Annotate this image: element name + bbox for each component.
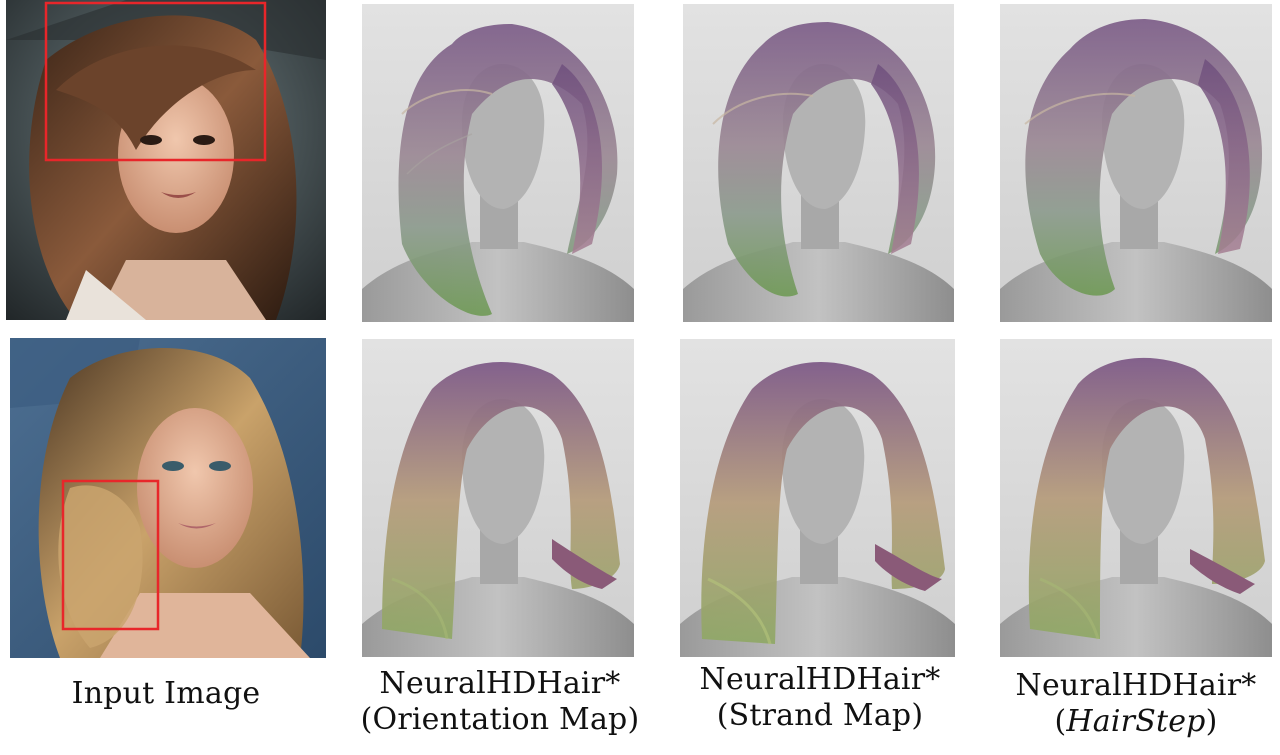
caption-strand-map: NeuralHDHair* (Strand Map): [680, 662, 960, 734]
caption-hairstep: NeuralHDHair* (HairStep): [1000, 668, 1272, 740]
render-strand-row-2: [680, 339, 955, 657]
caption-line: Input Image: [71, 676, 261, 711]
caption-line: NeuralHDHair*: [699, 662, 941, 697]
paren-open: (: [1054, 704, 1067, 739]
input-photo-row-2: [10, 338, 326, 658]
render-orientation-row-2: [362, 339, 634, 657]
hairstep-italic: HairStep: [1066, 704, 1206, 739]
crop-box: [44, 1, 267, 162]
caption-input-image: Input Image: [6, 676, 326, 712]
caption-line: NeuralHDHair*: [1015, 668, 1257, 703]
caption-line: NeuralHDHair*: [379, 666, 621, 701]
caption-line-hairstep: (HairStep): [1000, 704, 1272, 740]
render-strand-row-1: [683, 4, 954, 322]
input-photo-row-1: [6, 0, 326, 320]
render-orientation-row-1: [362, 4, 634, 322]
caption-orientation-map: NeuralHDHair* (Orientation Map): [358, 666, 642, 738]
caption-line: (Strand Map): [716, 698, 924, 733]
render-hairstep-row-1: [1000, 4, 1272, 322]
render-hairstep-row-2: [1000, 339, 1272, 657]
crop-box: [61, 479, 160, 631]
caption-line: (Orientation Map): [360, 702, 640, 737]
paren-close: ): [1205, 704, 1218, 739]
